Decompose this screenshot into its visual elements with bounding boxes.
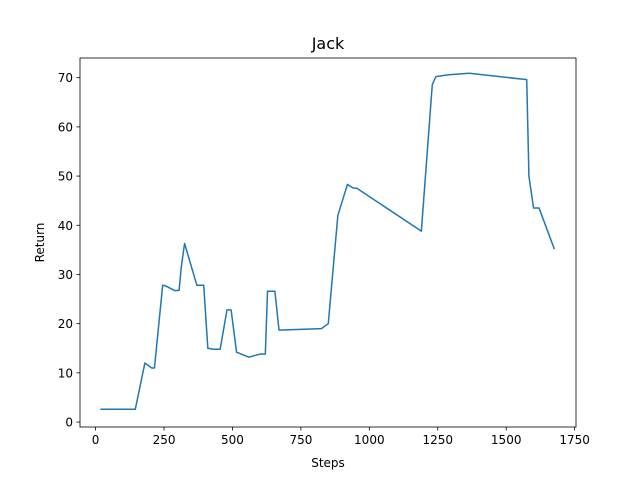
y-tick-label: 20: [58, 317, 73, 331]
y-tick-label: 70: [58, 71, 73, 85]
x-axis-label: Steps: [311, 456, 345, 470]
x-tick-label: 1750: [559, 433, 590, 447]
x-tick-label: 750: [289, 433, 312, 447]
x-tick-label: 500: [221, 433, 244, 447]
y-tick-label: 30: [58, 268, 73, 282]
x-tick-label: 1500: [491, 433, 522, 447]
series-line-0: [100, 72, 556, 411]
chart-title: Jack: [311, 34, 345, 53]
x-tick-label: 0: [92, 433, 100, 447]
y-axis-label: Return: [33, 223, 47, 263]
x-tick-label: 1250: [422, 433, 453, 447]
y-tick-label: 50: [58, 170, 73, 184]
series-layer: [100, 72, 556, 411]
plot-area-frame: [79, 57, 577, 428]
y-tick-label: 10: [58, 366, 73, 380]
y-tick-label: 60: [58, 120, 73, 134]
x-tick-label: 1000: [354, 433, 385, 447]
x-tick-label: 250: [153, 433, 176, 447]
ticks-layer: 0 250 500 750 1000 1250 1500 1750 0 10 20 30 40 50 60 7…: [58, 71, 590, 447]
y-tick-label: 40: [58, 219, 73, 233]
y-tick-label: 0: [65, 416, 73, 430]
